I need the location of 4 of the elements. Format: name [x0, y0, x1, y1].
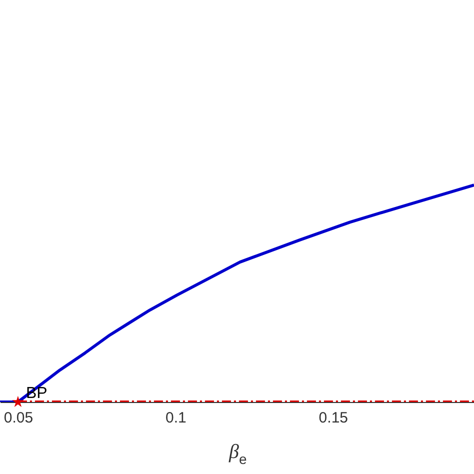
- series-label: BP: [26, 385, 48, 402]
- x-tick-label: 0.15: [318, 410, 348, 426]
- x-tick-label: 0.05: [4, 410, 34, 426]
- x-tick-label: 0.1: [166, 410, 186, 426]
